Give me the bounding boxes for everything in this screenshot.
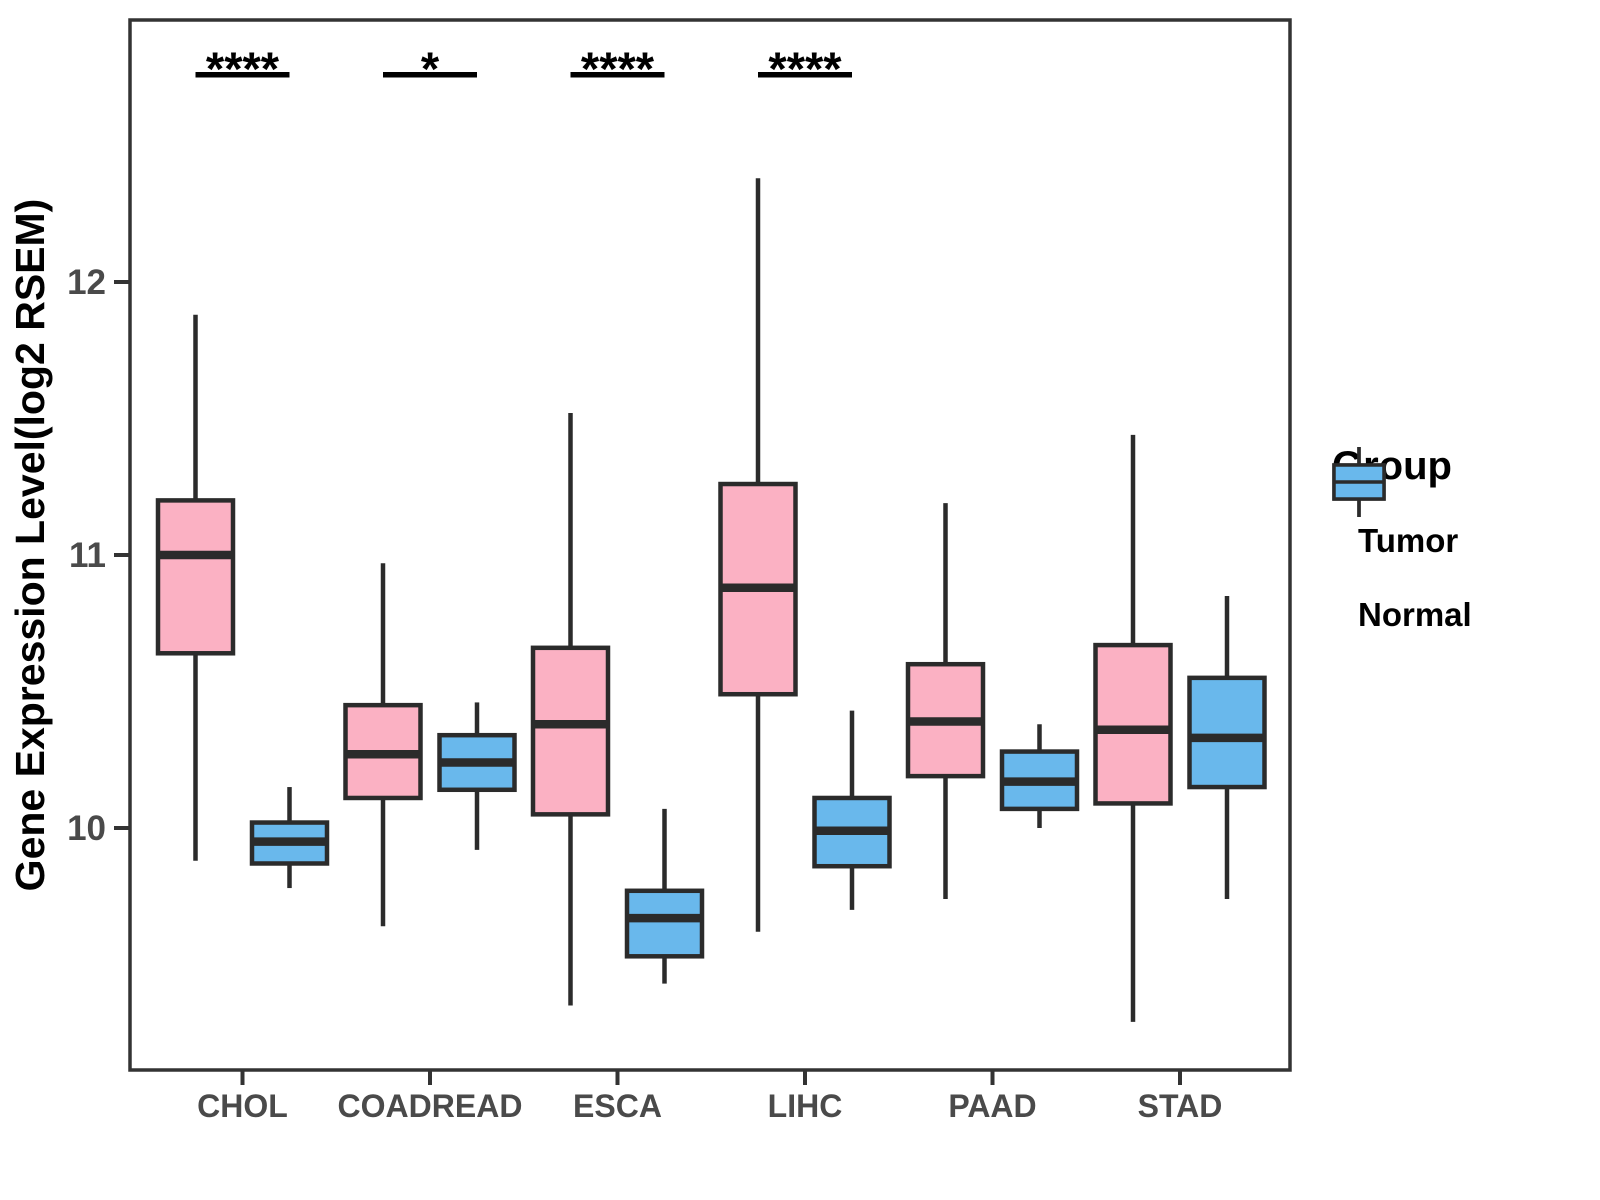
significance-bar-chol [195,72,290,78]
tumor-box-stad [1093,642,1173,806]
normal-box-stad [1187,675,1267,790]
significance-label-esca: **** [581,42,655,95]
x-tick-label-lihc: LIHC [768,1088,843,1124]
significance-label-lihc: **** [768,42,842,95]
x-tick-label-paad: PAAD [948,1088,1036,1124]
significance-bar-esca [570,72,665,78]
plot-panel-border [128,18,1292,1072]
tumor-box-esca [530,645,611,817]
legend-item-label-tumor: Tumor [1358,522,1459,559]
significance-bar-lihc [758,72,852,78]
x-tick-label-coadread: COADREAD [338,1088,523,1124]
normal-boxplot-key-icon [1332,447,1386,517]
y-tick-label: 12 [67,263,106,302]
x-tick-label-chol: CHOL [197,1088,288,1124]
normal-box-esca [624,888,705,959]
x-tick-label-esca: ESCA [573,1088,662,1124]
y-axis-title: Gene Expression Level(log2 RSEM) [7,199,53,892]
significance-label-chol: **** [206,42,280,95]
significance-bar-coadread [383,72,477,78]
legend-item-label-normal: Normal [1358,596,1472,633]
tumor-box-chol [155,498,236,656]
y-tick-label: 11 [69,536,106,575]
y-tick-label: 10 [67,809,106,848]
legend: Group Tumor Normal [1330,444,1590,653]
significance-label-coadread: * [421,42,440,95]
legend-item-normal: Normal [1330,447,1590,651]
x-tick-label-stad: STAD [1138,1088,1223,1124]
